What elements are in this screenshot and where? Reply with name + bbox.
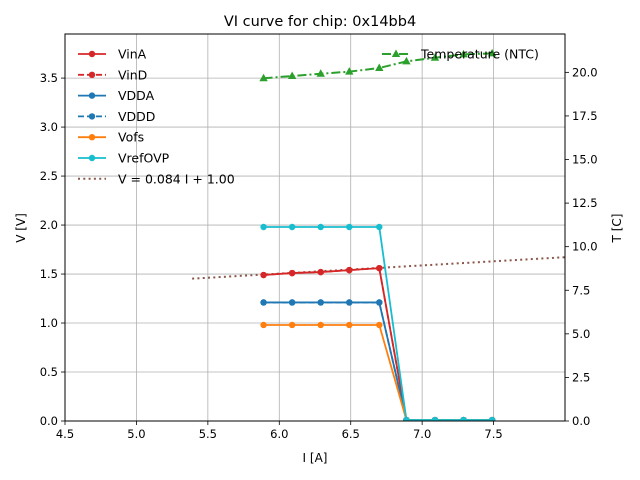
legend-label: V = 0.084 I + 1.00	[118, 171, 235, 186]
x-tick-label: 5.5	[199, 427, 217, 441]
legend-label: Temperature (NTC)	[420, 47, 539, 62]
legend-item: VDDA	[78, 88, 155, 103]
x-tick-label: 6.0	[270, 427, 288, 441]
y-tick-label: 2.0	[40, 218, 58, 232]
legend-item: V = 0.084 I + 1.00	[78, 171, 235, 186]
series-marker-vofs	[346, 321, 353, 329]
y2-tick-label: 15.0	[572, 153, 598, 167]
y2-tick-label: 10.0	[572, 240, 598, 254]
legend-label: VDDD	[118, 109, 155, 124]
x-tick-label: 6.5	[342, 427, 360, 441]
legend-marker	[88, 50, 96, 58]
temperature-marker	[402, 56, 411, 65]
y-tick-label: 1.5	[40, 267, 58, 281]
y-tick-label: 0.5	[40, 365, 58, 379]
y-tick-label: 3.5	[40, 71, 58, 85]
y-axis-left: 0.0 0.5 1.0 1.5 2.0 2.5 3.0 3.5	[40, 71, 65, 428]
series-line-vddd	[263, 301, 493, 421]
series-group	[192, 48, 565, 421]
y-tick-label: 0.0	[40, 414, 58, 428]
legend-marker	[88, 92, 96, 99]
series-marker-vrefovp	[431, 416, 439, 421]
series-marker-vind	[260, 271, 267, 279]
plot-frame	[64, 33, 566, 422]
legend-label: Vofs	[118, 130, 144, 145]
series-marker-vind	[288, 269, 296, 277]
chart-title: VI curve for chip: 0x14bb4	[224, 14, 416, 30]
series-marker-vofs	[376, 321, 383, 329]
temperature-line	[263, 52, 493, 80]
x-axis: 4.5 5.0 5.5 6.0 6.5 7.0 7.5	[56, 421, 503, 441]
legend-item: Vofs	[78, 130, 144, 145]
temperature-marker	[430, 53, 440, 61]
series-marker-vind	[346, 266, 353, 274]
legend-item: VrefOVP	[78, 151, 170, 166]
legend-marker	[391, 49, 401, 57]
legend-temperature: Temperature (NTC)	[382, 47, 539, 62]
y2-tick-label: 5.0	[572, 327, 590, 341]
legend-marker	[88, 154, 96, 162]
legend-label: VinA	[118, 47, 147, 62]
series-marker-vofs	[260, 321, 267, 329]
temperature-marker	[316, 69, 325, 77]
series-marker-vrefovp	[317, 223, 324, 231]
legend-item: VinD	[78, 67, 147, 82]
series-marker-vrefovp	[460, 416, 467, 421]
y2-tick-label: 7.5	[572, 283, 590, 297]
x-axis-label: I [A]	[303, 451, 328, 465]
series-marker-vddd	[376, 299, 383, 306]
series-marker-vind	[317, 268, 324, 276]
legend-item: Temperature (NTC)	[382, 47, 539, 62]
temperature-marker	[345, 67, 354, 75]
legend-item: VDDD	[78, 109, 155, 124]
temperature-marker	[287, 71, 297, 80]
temperature-marker	[459, 49, 468, 58]
series-marker-vrefovp	[376, 223, 383, 231]
x-tick-label: 7.0	[413, 427, 431, 441]
y2-tick-label: 0.0	[572, 414, 590, 428]
series-marker-vddd	[317, 299, 324, 306]
legend-label: VrefOVP	[118, 151, 170, 166]
series-marker-vrefovp	[346, 223, 353, 231]
series-line-vind	[263, 267, 493, 421]
x-tick-label: 4.5	[56, 427, 74, 441]
y-tick-label: 2.5	[40, 169, 58, 183]
temperature-marker	[259, 73, 268, 82]
legend-label: VinD	[118, 67, 147, 82]
x-tick-label: 7.5	[484, 427, 502, 441]
temperature-marker	[375, 63, 384, 71]
series-marker-vrefovp	[260, 223, 267, 231]
series-marker-vddd	[288, 299, 296, 306]
y-tick-label: 3.0	[40, 120, 58, 134]
series-line-vina	[263, 267, 493, 421]
legend-marker	[88, 113, 96, 120]
y-axis-right: 0.0 2.5 5.0 7.5 10.0 12.5 15.0 17.5 20.0	[565, 65, 598, 428]
y2-axis-label: T [C]	[610, 214, 624, 244]
series-marker-vrefovp	[488, 416, 496, 421]
y-tick-label: 1.0	[40, 316, 58, 330]
legend-item: VinA	[78, 47, 147, 62]
series-marker-vddd	[260, 299, 267, 306]
y2-tick-label: 17.5	[572, 109, 598, 123]
y2-tick-label: 20.0	[572, 65, 598, 79]
series-marker-vofs	[288, 321, 296, 329]
series-marker-vrefovp	[403, 416, 410, 421]
series-marker-vddd	[346, 299, 353, 306]
legend-marker	[88, 71, 96, 79]
series-marker-vind	[376, 264, 383, 272]
series-line-vofs	[263, 324, 493, 421]
legend-marker	[88, 134, 96, 141]
y2-tick-label: 2.5	[572, 370, 590, 384]
series-marker-vofs	[317, 321, 324, 329]
legend-label: VDDA	[118, 88, 155, 103]
legend: VinA VinD VDDA VDDD Vofs VrefOVP V = 0.084 I +…	[78, 47, 235, 186]
series-line-vdda	[263, 301, 493, 421]
plot-area	[192, 48, 565, 421]
y2-tick-label: 12.5	[572, 196, 598, 210]
y-axis-label: V [V]	[14, 213, 28, 243]
x-tick-label: 5.0	[127, 427, 145, 441]
series-marker-vrefovp	[288, 223, 296, 231]
temperature-marker	[487, 48, 497, 57]
